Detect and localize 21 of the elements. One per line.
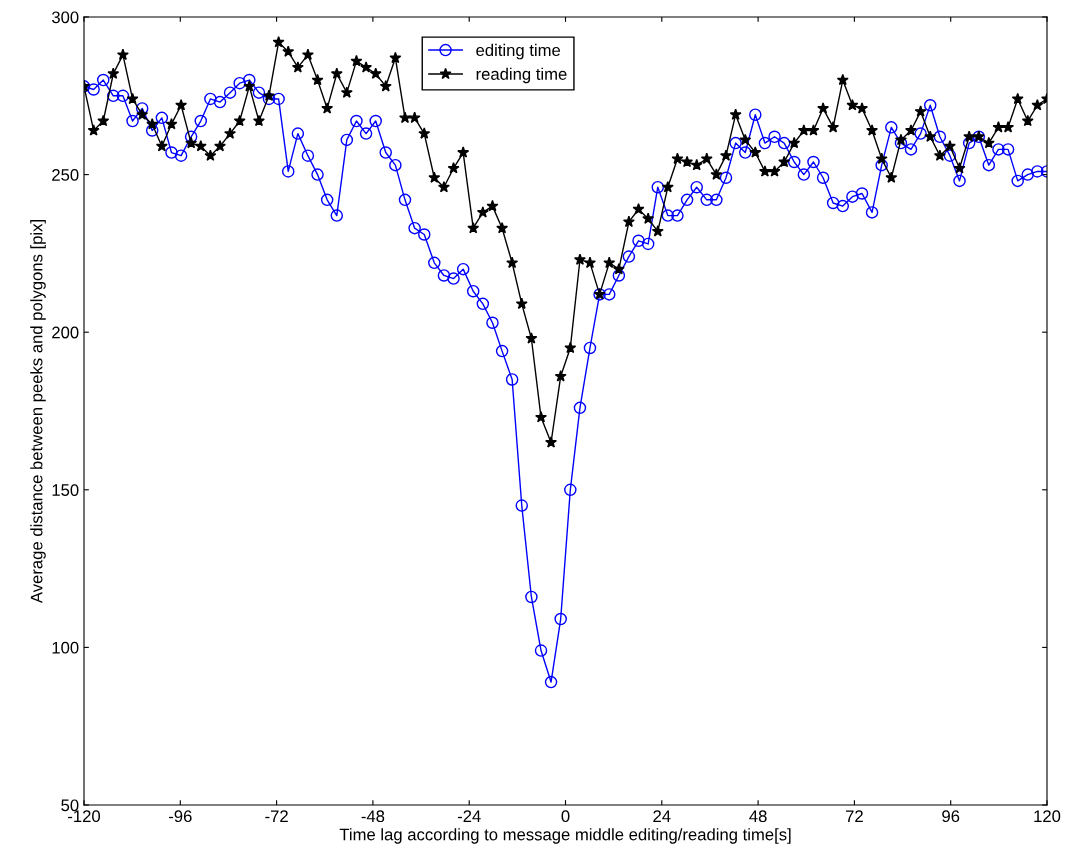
x-tick-label: 0 bbox=[561, 810, 570, 823]
x-tick-label: 24 bbox=[653, 810, 671, 822]
x-tick-label: 120 bbox=[1034, 810, 1061, 823]
x-tick-label: 96 bbox=[942, 810, 960, 823]
x-tick-label: -72 bbox=[265, 810, 288, 822]
legend-label: reading time bbox=[476, 67, 567, 84]
x-tick-label: -24 bbox=[457, 810, 481, 822]
x-tick-label: -96 bbox=[169, 810, 192, 823]
x-tick-label: 48 bbox=[749, 810, 767, 823]
y-tick-label: 100 bbox=[52, 641, 79, 654]
x-tick-label: -120 bbox=[68, 810, 101, 823]
y-tick-label: 300 bbox=[51, 11, 79, 24]
y-tick-label: 50 bbox=[61, 799, 79, 812]
y-tick-label: 250 bbox=[52, 169, 79, 181]
x-tick-label: -48 bbox=[361, 810, 385, 823]
legend-label: editing time bbox=[476, 43, 561, 60]
x-tick-label: 72 bbox=[845, 810, 863, 822]
y-tick-label: 200 bbox=[52, 326, 79, 339]
y-tick-label: 150 bbox=[52, 484, 79, 496]
x-axis-title: Time lag according to message middle editing/reading time[s] bbox=[339, 828, 791, 844]
y-axis-title: Average distance between peeks and polygons [pix] bbox=[30, 220, 46, 604]
